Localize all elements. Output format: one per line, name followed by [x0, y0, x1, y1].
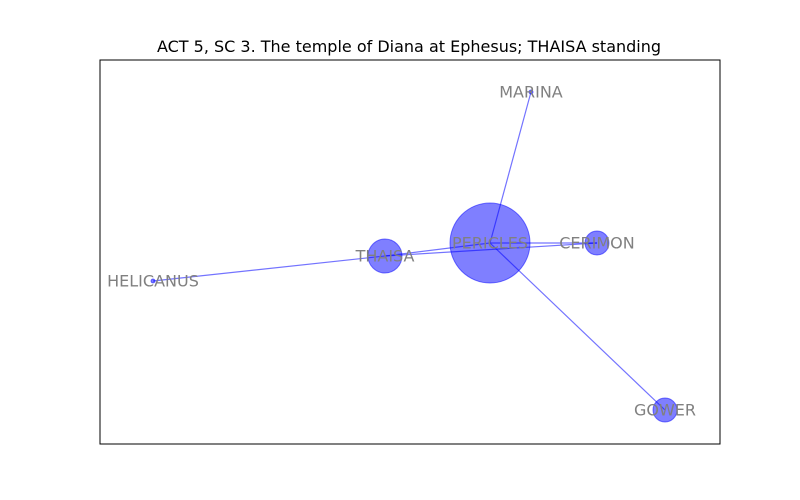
node-label-cerimon: CERIMON — [559, 234, 634, 253]
node-label-pericles: PERICLES — [452, 234, 528, 253]
node-thaisa — [367, 238, 403, 274]
chart-title: ACT 5, SC 3. The temple of Diana at Ephe… — [157, 37, 661, 56]
labels-layer: PERICLES MARINA CERIMON THAISA HELICANUS GOWE… — [107, 83, 696, 420]
node-cerimon — [584, 230, 610, 256]
nodes-layer — [150, 89, 678, 423]
edge-thaisa-helicanus — [152, 255, 386, 282]
node-gower — [652, 397, 678, 423]
plot-frame — [99, 59, 721, 445]
node-label-gower: GOWER — [634, 401, 696, 420]
node-label-marina: MARINA — [499, 83, 563, 102]
node-label-thaisa: THAISA — [355, 247, 415, 266]
node-label-helicanus: HELICANUS — [107, 272, 199, 291]
node-marina — [528, 89, 534, 95]
node-pericles — [449, 202, 531, 284]
node-helicanus — [150, 278, 156, 284]
